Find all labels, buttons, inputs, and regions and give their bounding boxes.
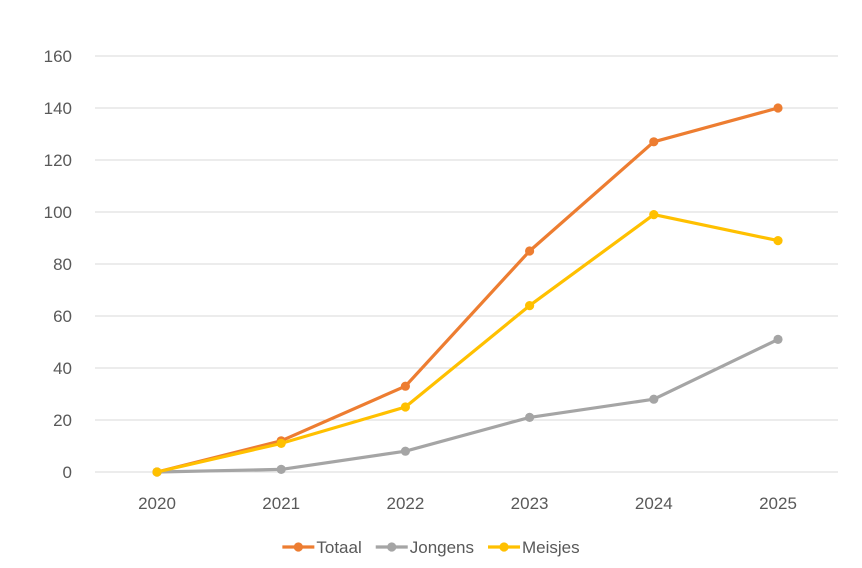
series-meisjes <box>152 210 783 477</box>
data-point <box>649 210 659 220</box>
legend: Totaal Jongens Meisjes <box>282 538 580 557</box>
data-point <box>400 381 410 391</box>
series-lines <box>152 103 783 477</box>
series-line <box>155 106 780 474</box>
data-point <box>525 412 535 422</box>
legend-swatch-marker <box>293 542 303 552</box>
gridlines <box>95 55 838 473</box>
y-tick-label: 60 <box>53 307 72 326</box>
data-point <box>152 467 162 477</box>
data-point <box>400 402 410 412</box>
data-point <box>773 334 783 344</box>
x-tick-label: 2024 <box>635 494 673 513</box>
legend-swatch-marker <box>387 542 397 552</box>
data-point <box>400 446 410 456</box>
x-tick-label: 2023 <box>511 494 549 513</box>
y-tick-label: 40 <box>53 359 72 378</box>
y-axis-ticks: 0 20 40 60 80 100 120 140 160 <box>44 47 72 482</box>
y-tick-label: 160 <box>44 47 72 66</box>
x-tick-label: 2021 <box>262 494 300 513</box>
legend-label: Totaal <box>316 538 361 557</box>
x-axis-ticks: 2020 2021 2022 2023 2024 2025 <box>138 494 797 513</box>
legend-label: Meisjes <box>522 538 580 557</box>
legend-label: Jongens <box>410 538 474 557</box>
y-tick-label: 120 <box>44 151 72 170</box>
y-tick-label: 140 <box>44 99 72 118</box>
data-point <box>525 246 535 256</box>
legend-item: Jongens <box>375 538 474 557</box>
data-point <box>773 236 783 246</box>
legend-swatch-marker <box>499 542 509 552</box>
legend-item: Totaal <box>282 538 362 557</box>
y-tick-label: 80 <box>53 255 72 274</box>
data-point <box>276 464 286 474</box>
y-tick-label: 100 <box>44 203 72 222</box>
y-tick-label: 0 <box>63 463 72 482</box>
x-tick-label: 2022 <box>386 494 424 513</box>
data-point <box>276 438 286 448</box>
data-point <box>649 394 659 404</box>
series-line <box>155 337 780 474</box>
legend-item: Meisjes <box>488 538 580 557</box>
data-point <box>773 103 783 113</box>
data-point <box>525 301 535 311</box>
x-tick-label: 2025 <box>759 494 797 513</box>
data-point <box>649 137 659 147</box>
y-tick-label: 20 <box>53 411 72 430</box>
x-tick-label: 2020 <box>138 494 176 513</box>
series-line <box>155 213 780 474</box>
